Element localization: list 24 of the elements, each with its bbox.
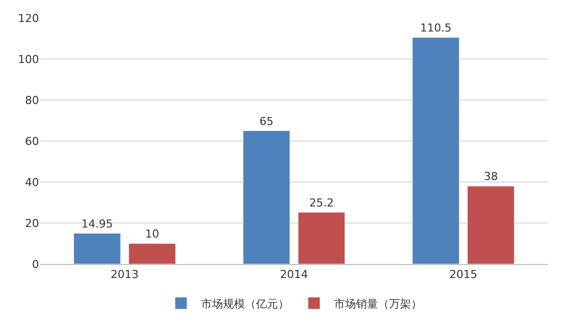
y-tick-label: 20 — [25, 216, 39, 230]
y-tick-label: 60 — [25, 134, 39, 148]
y-tick-label: 80 — [25, 94, 39, 107]
x-tick-label: 2014 — [280, 268, 308, 282]
y-tick-label: 0 — [32, 258, 39, 271]
bar — [128, 243, 176, 264]
data-label: 65 — [259, 114, 274, 128]
x-tick-label: 2013 — [110, 268, 139, 282]
y-tick-label: 100 — [18, 52, 39, 66]
bar — [467, 186, 514, 264]
y-tick-label: 120 — [18, 12, 39, 25]
data-label: 38 — [484, 170, 498, 184]
bar — [412, 37, 460, 264]
data-label: 14.95 — [81, 217, 113, 230]
x-tick-label: 2015 — [449, 268, 478, 282]
y-tick-label: 40 — [25, 176, 39, 189]
bar — [242, 130, 290, 264]
data-label: 110.5 — [420, 21, 452, 34]
data-label: 25.2 — [309, 196, 334, 210]
legend-label: 市场规模（亿元） — [201, 297, 289, 310]
bar — [74, 233, 121, 264]
data-label: 10 — [145, 228, 160, 240]
legend-label: 市场销量（万架） — [334, 297, 422, 310]
bar — [298, 212, 346, 264]
